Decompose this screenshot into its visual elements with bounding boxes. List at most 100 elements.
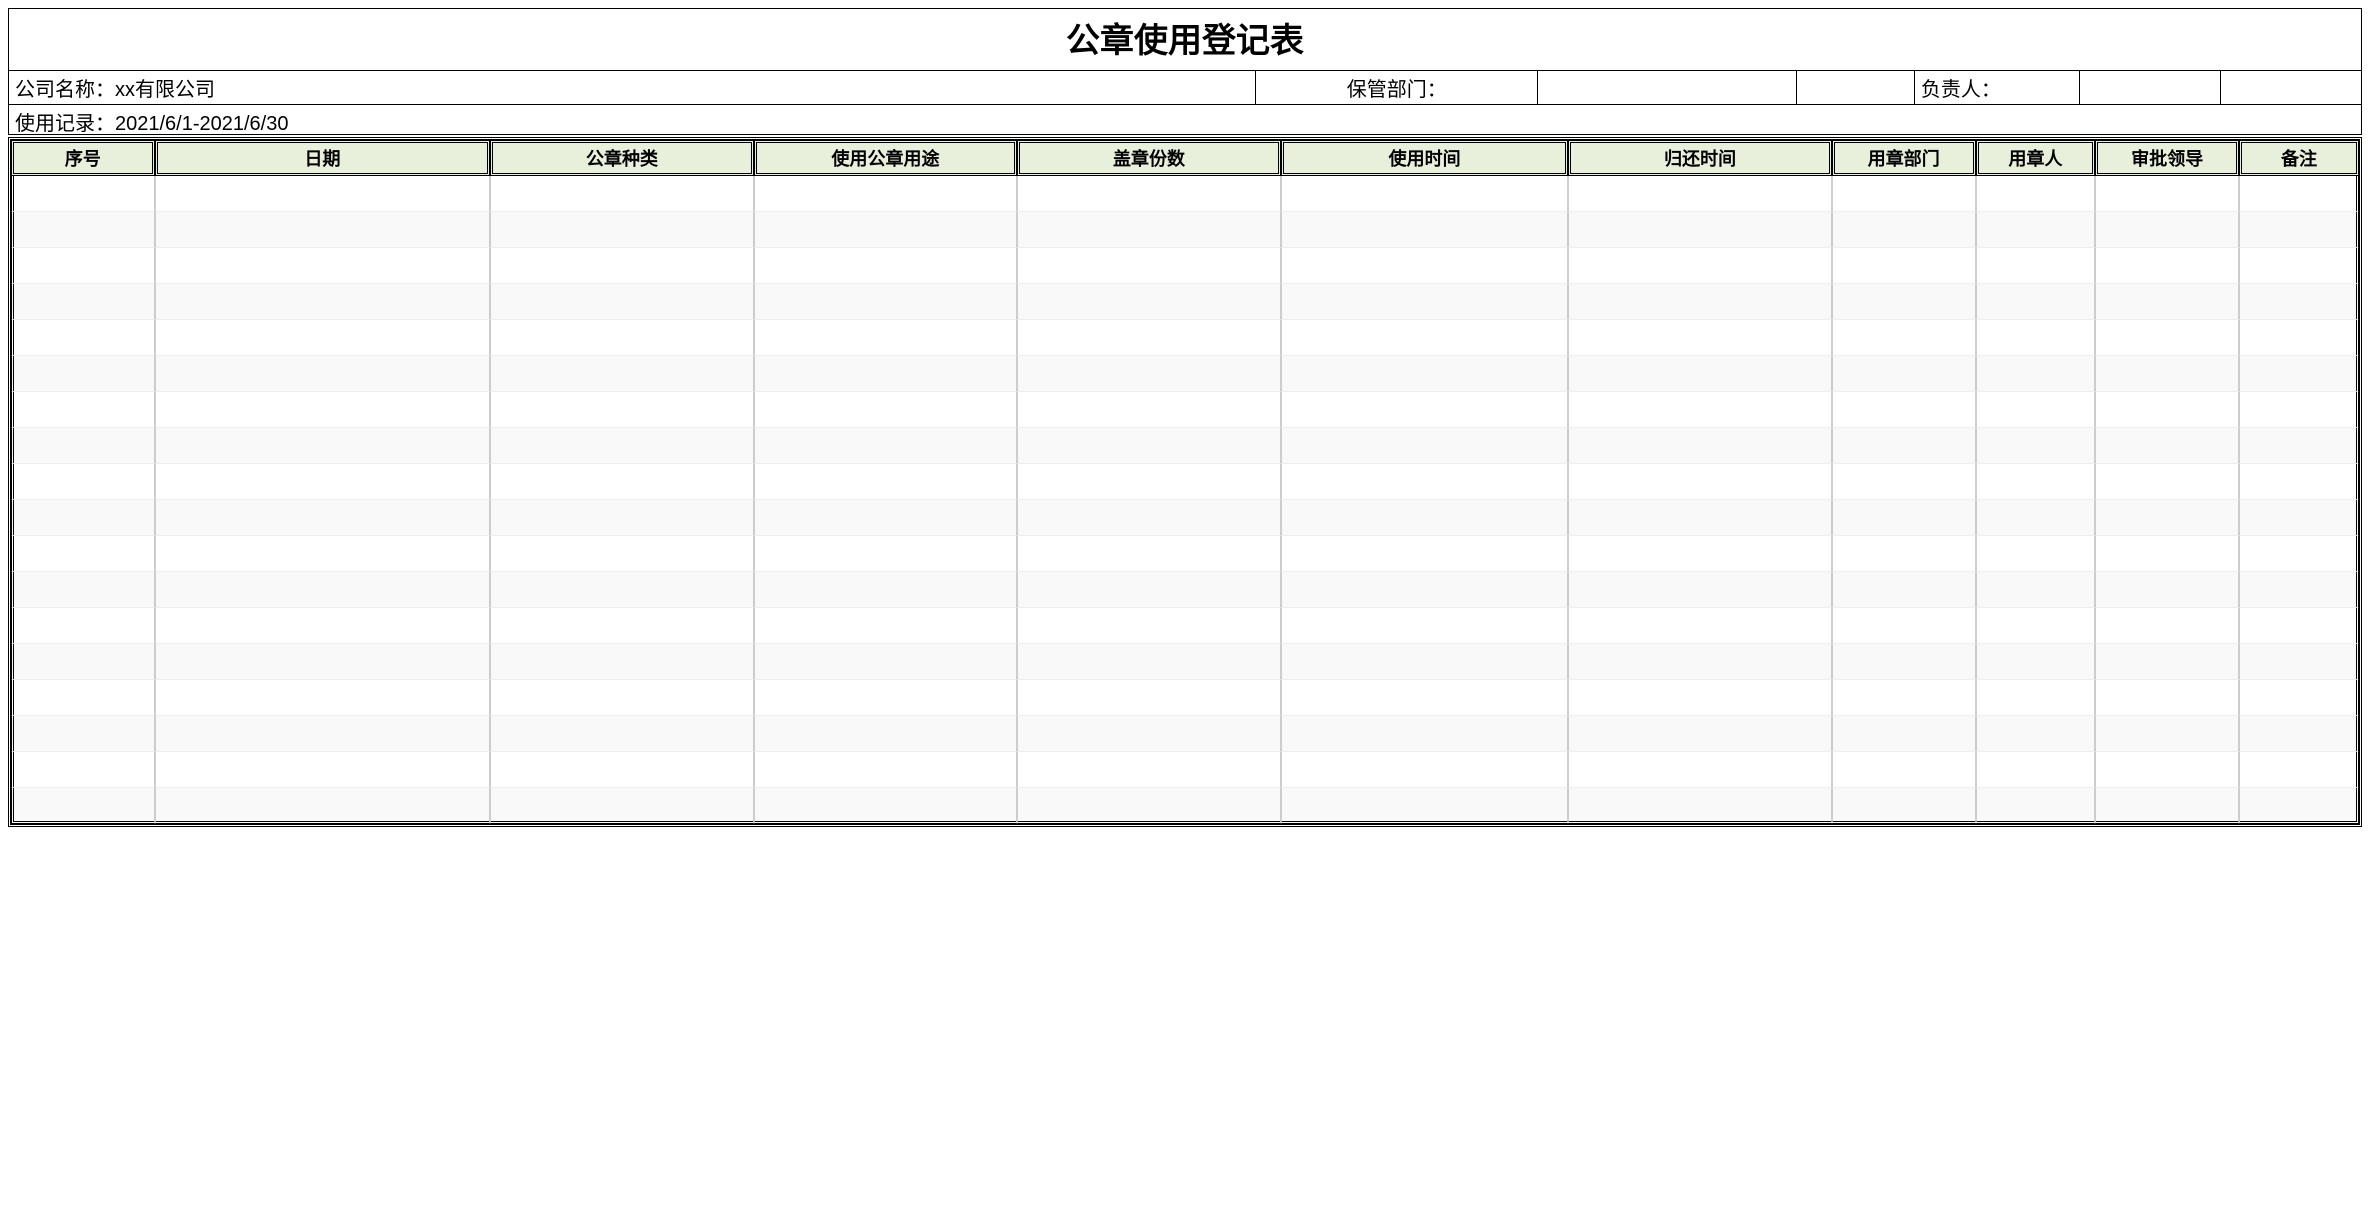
table-cell (11, 572, 155, 608)
table-cell (1568, 464, 1832, 500)
table-cell (2239, 500, 2359, 536)
table-cell (1281, 608, 1569, 644)
table-cell (155, 680, 490, 716)
table-cell (11, 392, 155, 428)
table-cell (1017, 716, 1281, 752)
table-cell (490, 500, 754, 536)
table-cell (1281, 284, 1569, 320)
table-cell (1976, 392, 2096, 428)
table-cell (155, 176, 490, 212)
table-cell (1832, 680, 1976, 716)
table-cell (2239, 428, 2359, 464)
table-cell (155, 644, 490, 680)
table-cell (155, 572, 490, 608)
table-cell (490, 716, 754, 752)
table-cell (1832, 716, 1976, 752)
table-cell (2239, 716, 2359, 752)
table-cell (2095, 644, 2239, 680)
table-row (11, 176, 2359, 212)
table-cell (155, 788, 490, 824)
table-cell (490, 248, 754, 284)
table-cell (1976, 608, 2096, 644)
table-cell (2239, 680, 2359, 716)
company-value: xx有限公司 (115, 79, 215, 101)
table-cell (754, 680, 1018, 716)
table-cell (1281, 212, 1569, 248)
table-cell (2095, 464, 2239, 500)
table-cell (2239, 752, 2359, 788)
table-cell (155, 536, 490, 572)
table-row (11, 500, 2359, 536)
table-cell (1832, 644, 1976, 680)
table-cell (2095, 212, 2239, 248)
table-cell (2095, 392, 2239, 428)
column-header-8: 用章人 (1976, 140, 2096, 176)
table-row (11, 536, 2359, 572)
table-cell (1017, 320, 1281, 356)
table-cell (11, 608, 155, 644)
record-label: 使用记录： (15, 113, 115, 135)
table-cell (155, 320, 490, 356)
table-cell (1832, 500, 1976, 536)
table-cell (1281, 572, 1569, 608)
table-cell (2239, 644, 2359, 680)
table-cell (1017, 176, 1281, 212)
table-cell (1281, 680, 1569, 716)
table-cell (1832, 356, 1976, 392)
table-cell (155, 284, 490, 320)
owner-value (2079, 71, 2220, 105)
table-cell (11, 752, 155, 788)
owner-label: 负责人： (1914, 71, 2079, 105)
table-row (11, 212, 2359, 248)
column-header-4: 盖章份数 (1017, 140, 1281, 176)
table-cell (1568, 392, 1832, 428)
table-cell (1832, 428, 1976, 464)
table-row (11, 680, 2359, 716)
spacer-cell (1797, 71, 1915, 105)
table-cell (11, 212, 155, 248)
table-cell (490, 284, 754, 320)
table-row (11, 716, 2359, 752)
table-cell (1832, 248, 1976, 284)
table-cell (1832, 320, 1976, 356)
table-cell (155, 752, 490, 788)
table-cell (2095, 500, 2239, 536)
table-cell (1568, 284, 1832, 320)
table-cell (1832, 752, 1976, 788)
info-table: 公司名称：xx有限公司 保管部门： 负责人： (8, 70, 2362, 105)
table-cell (490, 536, 754, 572)
table-cell (1832, 392, 1976, 428)
company-cell: 公司名称：xx有限公司 (9, 71, 1256, 105)
column-header-6: 归还时间 (1568, 140, 1832, 176)
table-cell (754, 716, 1018, 752)
table-cell (1568, 788, 1832, 824)
table-cell (754, 212, 1018, 248)
table-cell (1976, 356, 2096, 392)
table-cell (1976, 752, 2096, 788)
table-row (11, 284, 2359, 320)
table-cell (754, 392, 1018, 428)
table-cell (2239, 284, 2359, 320)
table-cell (1281, 716, 1569, 752)
table-cell (1017, 752, 1281, 788)
table-cell (2095, 680, 2239, 716)
table-cell (11, 464, 155, 500)
table-cell (1017, 284, 1281, 320)
table-cell (754, 320, 1018, 356)
table-cell (754, 356, 1018, 392)
column-header-1: 日期 (155, 140, 490, 176)
table-cell (155, 608, 490, 644)
table-cell (1832, 212, 1976, 248)
table-row (11, 392, 2359, 428)
table-cell (1832, 176, 1976, 212)
table-cell (1976, 212, 2096, 248)
table-cell (1017, 464, 1281, 500)
table-cell (1017, 248, 1281, 284)
table-cell (2239, 248, 2359, 284)
table-cell (1017, 536, 1281, 572)
table-cell (1976, 536, 2096, 572)
table-cell (490, 176, 754, 212)
table-cell (155, 716, 490, 752)
table-cell (1832, 536, 1976, 572)
table-cell (1832, 608, 1976, 644)
